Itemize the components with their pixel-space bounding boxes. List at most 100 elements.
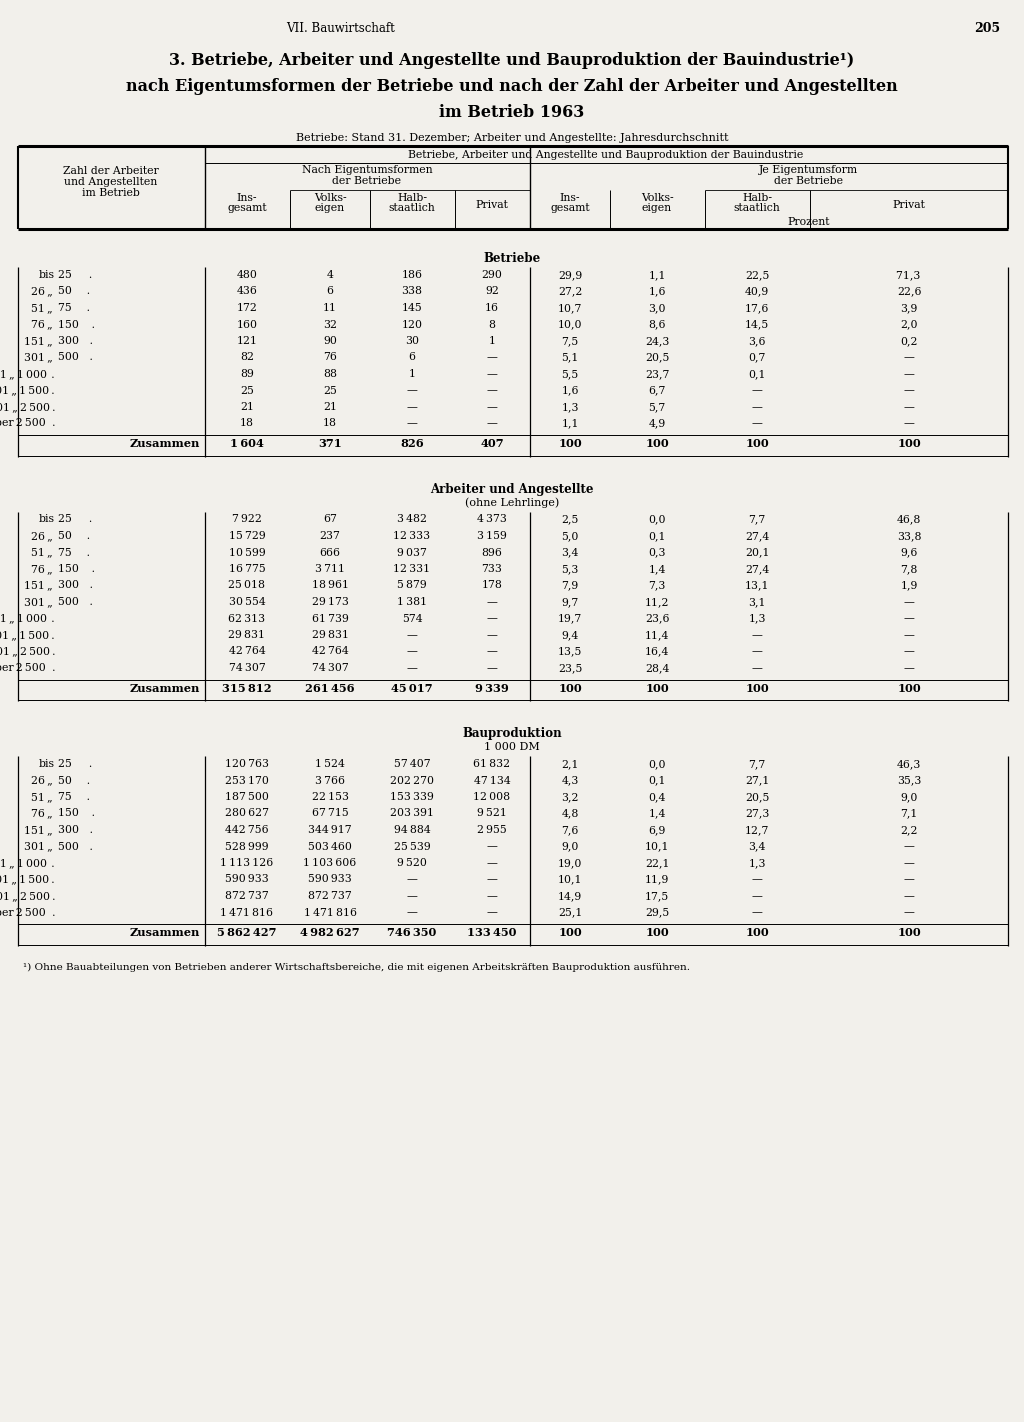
Text: 46,8: 46,8	[897, 515, 922, 525]
Text: 67: 67	[323, 515, 337, 525]
Text: 9 339: 9 339	[475, 683, 509, 694]
Text: 1 604: 1 604	[230, 438, 264, 449]
Text: 344 917: 344 917	[308, 825, 352, 835]
Text: —: —	[486, 613, 498, 623]
Text: 6,7: 6,7	[648, 385, 666, 395]
Text: 6,9: 6,9	[648, 825, 666, 835]
Text: 90: 90	[323, 336, 337, 346]
Text: 27,1: 27,1	[744, 775, 769, 785]
Text: 436: 436	[237, 286, 257, 297]
Text: 100: 100	[745, 683, 769, 694]
Text: —: —	[752, 418, 763, 428]
Text: 1 001 „ 1 500 .: 1 001 „ 1 500 .	[0, 385, 55, 395]
Text: 100: 100	[645, 438, 669, 449]
Text: 203 391: 203 391	[390, 809, 434, 819]
Text: 500     .: 500 .	[58, 842, 93, 852]
Text: 35,3: 35,3	[897, 775, 922, 785]
Text: 574: 574	[401, 613, 422, 623]
Text: —: —	[903, 892, 914, 902]
Text: 16 775: 16 775	[228, 565, 265, 574]
Text: —: —	[752, 647, 763, 657]
Text: 3,6: 3,6	[749, 336, 766, 346]
Text: im Betrieb: im Betrieb	[82, 188, 140, 198]
Text: 153 339: 153 339	[390, 792, 434, 802]
Text: 11,2: 11,2	[645, 597, 670, 607]
Text: 25        .: 25 .	[58, 270, 92, 280]
Text: 29,9: 29,9	[558, 270, 582, 280]
Text: 3 711: 3 711	[315, 565, 345, 574]
Text: 9 521: 9 521	[477, 809, 507, 819]
Text: 14,5: 14,5	[744, 320, 769, 330]
Text: 51 „: 51 „	[31, 792, 55, 802]
Text: 4: 4	[327, 270, 334, 280]
Text: —: —	[407, 385, 418, 395]
Text: 18: 18	[240, 418, 254, 428]
Text: 261 456: 261 456	[305, 683, 354, 694]
Text: —: —	[903, 385, 914, 395]
Text: 57 407: 57 407	[393, 759, 430, 769]
Text: 9,7: 9,7	[561, 597, 579, 607]
Text: 7,5: 7,5	[561, 336, 579, 346]
Text: —: —	[486, 402, 498, 412]
Text: 300     .: 300 .	[58, 825, 93, 835]
Text: Halb-: Halb-	[397, 193, 427, 203]
Text: 5,0: 5,0	[561, 530, 579, 540]
Text: staatlich: staatlich	[389, 203, 435, 213]
Text: —: —	[903, 875, 914, 884]
Text: 120 763: 120 763	[225, 759, 269, 769]
Text: 7,6: 7,6	[561, 825, 579, 835]
Text: 9,4: 9,4	[561, 630, 579, 640]
Text: 10,1: 10,1	[558, 875, 583, 884]
Text: 100: 100	[897, 927, 921, 939]
Text: 100: 100	[645, 927, 669, 939]
Text: 301 „: 301 „	[24, 353, 55, 363]
Text: —: —	[752, 402, 763, 412]
Text: 27,3: 27,3	[744, 809, 769, 819]
Text: Prozent: Prozent	[787, 218, 830, 228]
Text: 290: 290	[481, 270, 503, 280]
Text: der Betriebe: der Betriebe	[333, 176, 401, 186]
Text: —: —	[903, 353, 914, 363]
Text: 1 001 „ 1 500 .: 1 001 „ 1 500 .	[0, 630, 55, 640]
Text: 151 „: 151 „	[25, 825, 55, 835]
Text: 2 955: 2 955	[477, 825, 507, 835]
Text: 7,3: 7,3	[648, 580, 666, 590]
Text: 7,9: 7,9	[561, 580, 579, 590]
Text: 590 933: 590 933	[308, 875, 352, 884]
Text: 896: 896	[481, 547, 503, 557]
Text: 23,7: 23,7	[645, 368, 670, 380]
Text: 13,1: 13,1	[744, 580, 769, 590]
Text: 160: 160	[237, 320, 257, 330]
Text: 71,3: 71,3	[896, 270, 923, 280]
Text: 0,2: 0,2	[900, 336, 918, 346]
Text: 22 153: 22 153	[311, 792, 348, 802]
Text: —: —	[486, 630, 498, 640]
Text: —: —	[486, 892, 498, 902]
Text: 1,6: 1,6	[561, 385, 579, 395]
Text: 50       .: 50 .	[58, 775, 90, 785]
Text: —: —	[903, 402, 914, 412]
Text: 3. Betriebe, Arbeiter und Angestellte und Bauproduktion der Bauindustrie¹): 3. Betriebe, Arbeiter und Angestellte un…	[169, 53, 855, 70]
Text: 1,3: 1,3	[749, 857, 766, 867]
Text: gesamt: gesamt	[550, 203, 590, 213]
Text: 500     .: 500 .	[58, 597, 93, 607]
Text: —: —	[903, 418, 914, 428]
Text: 120: 120	[401, 320, 423, 330]
Text: 25,1: 25,1	[558, 907, 583, 917]
Text: 22,5: 22,5	[744, 270, 769, 280]
Text: 5,3: 5,3	[561, 565, 579, 574]
Text: 3,2: 3,2	[561, 792, 579, 802]
Text: 100: 100	[558, 927, 582, 939]
Text: Je Eigentumsform: Je Eigentumsform	[760, 165, 858, 175]
Text: 300     .: 300 .	[58, 580, 93, 590]
Text: 7,7: 7,7	[749, 515, 766, 525]
Text: 151 „: 151 „	[25, 336, 55, 346]
Text: 3 766: 3 766	[315, 775, 345, 785]
Text: 1 501 „ 2 500 .: 1 501 „ 2 500 .	[0, 402, 55, 412]
Text: 30: 30	[406, 336, 419, 346]
Text: 10,7: 10,7	[558, 303, 583, 313]
Text: 3,4: 3,4	[749, 842, 766, 852]
Text: 21: 21	[323, 402, 337, 412]
Text: 16: 16	[485, 303, 499, 313]
Text: Zahl der Arbeiter: Zahl der Arbeiter	[63, 166, 159, 176]
